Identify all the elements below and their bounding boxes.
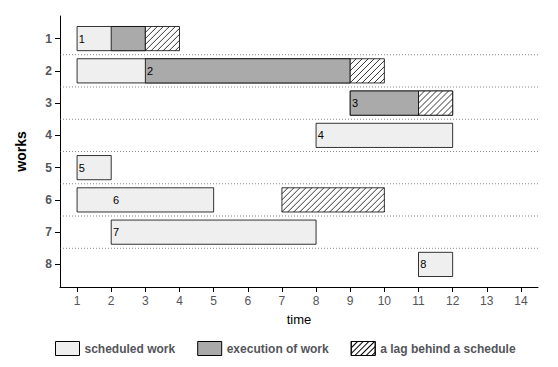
svg-text:13: 13 xyxy=(480,294,494,308)
svg-text:7: 7 xyxy=(279,294,286,308)
svg-text:2: 2 xyxy=(147,65,153,77)
svg-text:5: 5 xyxy=(45,161,52,175)
svg-text:execution of work: execution of work xyxy=(227,342,329,356)
svg-text:5: 5 xyxy=(210,294,217,308)
svg-text:3: 3 xyxy=(142,294,149,308)
svg-text:a lag behind a schedule: a lag behind a schedule xyxy=(380,342,516,356)
svg-text:scheduled work: scheduled work xyxy=(85,342,176,356)
svg-text:9: 9 xyxy=(347,294,354,308)
svg-text:time: time xyxy=(287,312,312,327)
svg-text:4: 4 xyxy=(176,294,183,308)
svg-text:12: 12 xyxy=(446,294,460,308)
svg-text:6: 6 xyxy=(45,193,52,207)
svg-text:2: 2 xyxy=(45,64,52,78)
svg-text:7: 7 xyxy=(113,226,119,238)
svg-text:6: 6 xyxy=(244,294,251,308)
svg-text:4: 4 xyxy=(45,128,52,142)
svg-text:8: 8 xyxy=(313,294,320,308)
svg-text:2: 2 xyxy=(108,294,115,308)
svg-text:1: 1 xyxy=(79,33,85,45)
svg-text:works: works xyxy=(13,131,29,173)
svg-text:3: 3 xyxy=(45,96,52,110)
svg-text:7: 7 xyxy=(45,225,52,239)
svg-text:1: 1 xyxy=(74,294,81,308)
svg-text:4: 4 xyxy=(318,129,324,141)
svg-text:14: 14 xyxy=(514,294,528,308)
svg-text:6: 6 xyxy=(113,194,119,206)
svg-text:10: 10 xyxy=(378,294,392,308)
svg-text:5: 5 xyxy=(79,162,85,174)
svg-text:8: 8 xyxy=(420,258,426,270)
svg-text:8: 8 xyxy=(45,257,52,271)
svg-text:1: 1 xyxy=(45,32,52,46)
svg-text:3: 3 xyxy=(352,97,358,109)
svg-text:11: 11 xyxy=(412,294,425,308)
